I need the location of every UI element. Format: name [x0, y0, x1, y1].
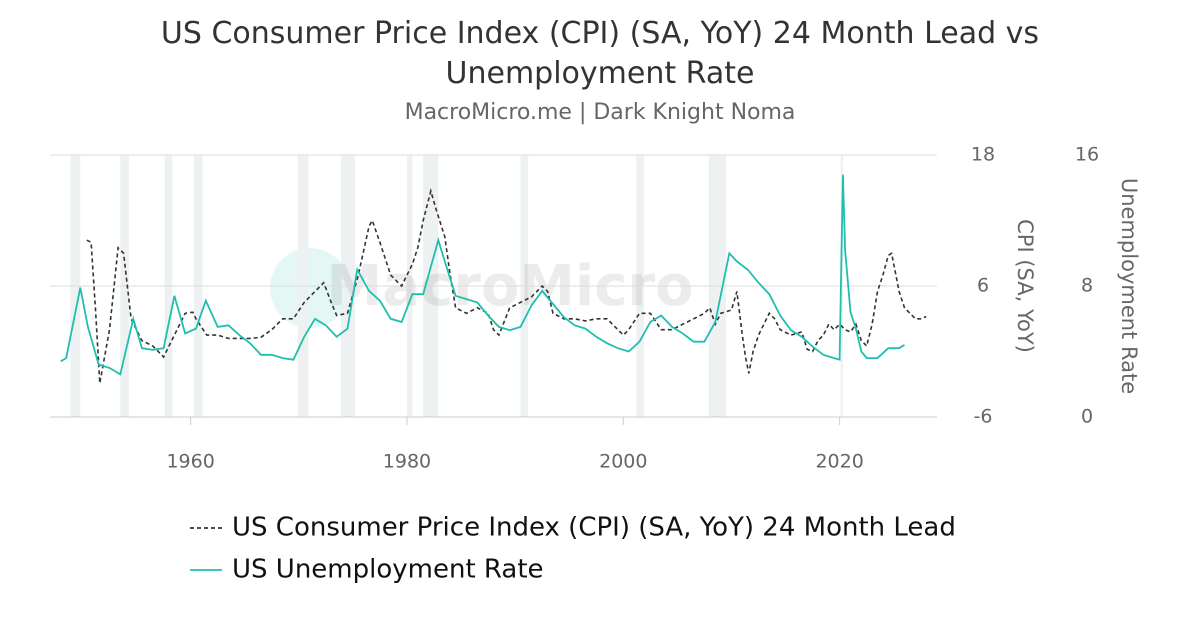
- y-tick-label: 18: [971, 144, 995, 166]
- watermark: MacroMicro: [326, 254, 693, 319]
- series-line: [86, 187, 927, 384]
- y2-tick-label: 8: [1081, 275, 1093, 297]
- chart-subtitle: MacroMicro.me | Dark Knight Noma: [404, 100, 796, 125]
- legend-label: US Consumer Price Index (CPI) (SA, YoY) …: [232, 513, 956, 543]
- y2-tick-label: 0: [1081, 406, 1093, 428]
- x-tick-label: 1960: [166, 451, 214, 473]
- watermark-logo: [270, 248, 350, 328]
- x-tick-label: 2020: [815, 451, 863, 473]
- legend-label: US Unemployment Rate: [232, 555, 544, 585]
- x-tick-label: 1980: [383, 451, 431, 473]
- y-tick-label: -6: [974, 406, 993, 428]
- y-axis-title: CPI (SA, YoY): [1013, 219, 1037, 353]
- y2-axis-title: Unemployment Rate: [1117, 178, 1141, 394]
- y-tick-label: 6: [977, 275, 989, 297]
- y2-tick-label: 16: [1075, 144, 1099, 166]
- x-tick-label: 2000: [599, 451, 647, 473]
- chart-title: US Consumer Price Index (CPI) (SA, YoY) …: [160, 16, 1040, 91]
- series-line: [60, 174, 905, 376]
